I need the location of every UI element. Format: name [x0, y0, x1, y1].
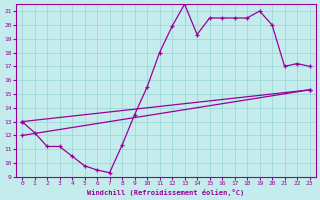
X-axis label: Windchill (Refroidissement éolien,°C): Windchill (Refroidissement éolien,°C)	[87, 189, 244, 196]
